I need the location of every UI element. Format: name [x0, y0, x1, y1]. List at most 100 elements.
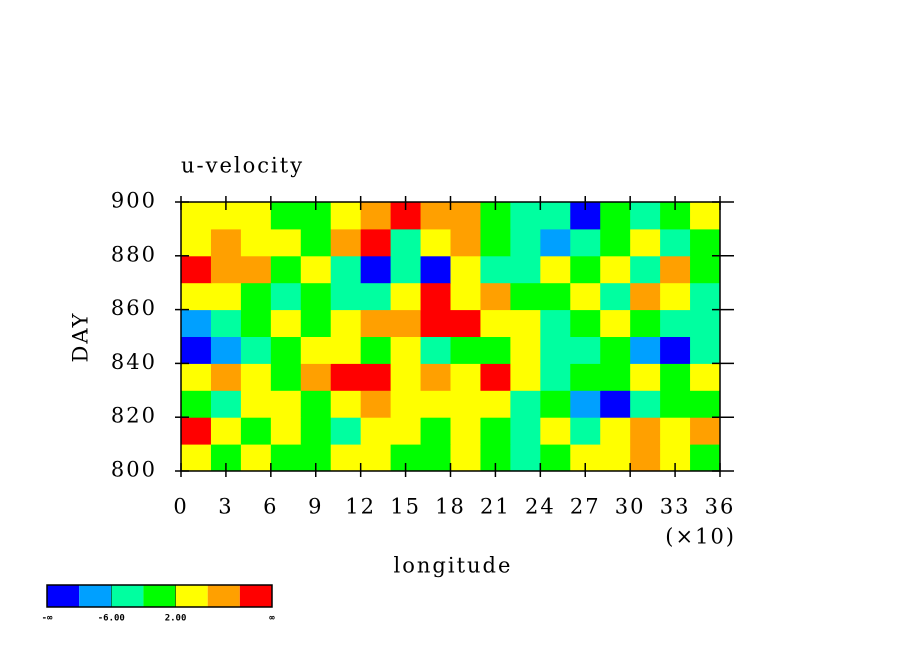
heatmap-cell [330, 309, 362, 337]
heatmap-cell [600, 390, 631, 418]
heatmap-cell [181, 417, 212, 445]
y-tick-label: 820 [111, 404, 157, 428]
heatmap-cell [510, 202, 541, 230]
heatmap-cell [630, 309, 661, 337]
heatmap-cell [600, 202, 631, 230]
heatmap-cell [360, 390, 392, 418]
heatmap-cell [510, 444, 541, 472]
heatmap-cell [270, 390, 302, 418]
heatmap-cell [690, 309, 721, 337]
heatmap-cell [390, 282, 422, 311]
heatmap-cell [360, 363, 392, 391]
heatmap-cell [630, 336, 661, 364]
colorbar-box [111, 585, 144, 607]
heatmap-cell [240, 228, 272, 257]
heatmap-cell [510, 309, 541, 337]
colorbar-high-label: ∞ [269, 614, 275, 624]
heatmap-cell [510, 336, 541, 364]
heatmap-cell [330, 202, 362, 230]
heatmap-cell [300, 255, 332, 284]
x-tick-label: 33 [660, 495, 691, 519]
heatmap-cell [660, 417, 691, 445]
heatmap-cell [540, 309, 571, 337]
heatmap-cell [390, 336, 422, 364]
heatmap-cell [270, 363, 302, 391]
x-tick-label: 27 [570, 495, 601, 519]
x-multiplier: (×10) [665, 525, 736, 549]
heatmap-cell [540, 417, 571, 445]
heatmap-cell [450, 444, 481, 472]
heatmap-cell [181, 282, 212, 311]
heatmap-cell [181, 390, 212, 418]
heatmap-cell [570, 282, 601, 311]
heatmap-cell [690, 228, 721, 257]
heatmap-cell [540, 390, 571, 418]
heatmap-cell [240, 255, 272, 284]
heatmap-cell [480, 363, 511, 391]
heatmap-cell [600, 228, 631, 257]
heatmap-cell [240, 417, 272, 445]
heatmap-cell [660, 255, 691, 284]
heatmap-cell [240, 282, 272, 311]
heatmap-cell [360, 228, 392, 257]
heatmap-cell [240, 444, 272, 472]
heatmap-cell [300, 363, 332, 391]
colorbar-box [239, 585, 272, 607]
heatmap-cell [630, 417, 661, 445]
heatmap-cell [210, 363, 242, 391]
heatmap-cell [270, 255, 302, 284]
x-tick-label: 12 [345, 495, 376, 519]
heatmap-cell [450, 255, 481, 284]
heatmap-cell [210, 390, 242, 418]
heatmap-cell [181, 228, 212, 257]
heatmap-cell [600, 255, 631, 284]
heatmap-cell [630, 282, 661, 311]
heatmap-cell [390, 363, 422, 391]
heatmap-cell [240, 336, 272, 364]
heatmap-cell [540, 363, 571, 391]
heatmap-cell [360, 309, 392, 337]
heatmap-cell [450, 282, 481, 311]
heatmap-cell [210, 282, 242, 311]
y-tick-label: 800 [111, 458, 157, 482]
heatmap-cell [210, 336, 242, 364]
heatmap-cell [510, 390, 541, 418]
heatmap-cell [600, 417, 631, 445]
heatmap-cell [181, 336, 212, 364]
heatmap-cell [540, 255, 571, 284]
heatmap-cell [360, 444, 392, 472]
heatmap-cell [690, 363, 721, 391]
heatmap-cell [480, 255, 511, 284]
heatmap-cell [210, 255, 242, 284]
heatmap-cell [600, 444, 631, 472]
heatmap-cell [390, 228, 422, 257]
heatmap-cell [600, 336, 631, 364]
x-tick-label: 6 [263, 495, 278, 519]
heatmap-cell [510, 228, 541, 257]
heatmap-cell [270, 202, 302, 230]
heatmap-cell [181, 363, 212, 391]
heatmap-cell [450, 202, 481, 230]
heatmap-cell [270, 228, 302, 257]
colorbar-box [79, 585, 112, 607]
colorbar-box [143, 585, 176, 607]
heatmap-cell [330, 336, 362, 364]
heatmap-cell [540, 336, 571, 364]
heatmap-cell [420, 255, 451, 284]
heatmap-cell [510, 282, 541, 311]
heatmap-cell [600, 363, 631, 391]
x-tick-label: 0 [173, 495, 188, 519]
heatmap-cell [330, 228, 362, 257]
colorbar-box [175, 585, 208, 607]
heatmap-cell [390, 390, 422, 418]
heatmap-cell [480, 417, 511, 445]
heatmap-cell [420, 202, 451, 230]
heatmap-cell [270, 309, 302, 337]
heatmap-cell [181, 255, 212, 284]
heatmap-cell [480, 282, 511, 311]
heatmap-cell [690, 282, 721, 311]
heatmap-cell [360, 417, 392, 445]
heatmap-cell [270, 336, 302, 364]
heatmap-cell [330, 255, 362, 284]
heatmap-cell [690, 390, 721, 418]
